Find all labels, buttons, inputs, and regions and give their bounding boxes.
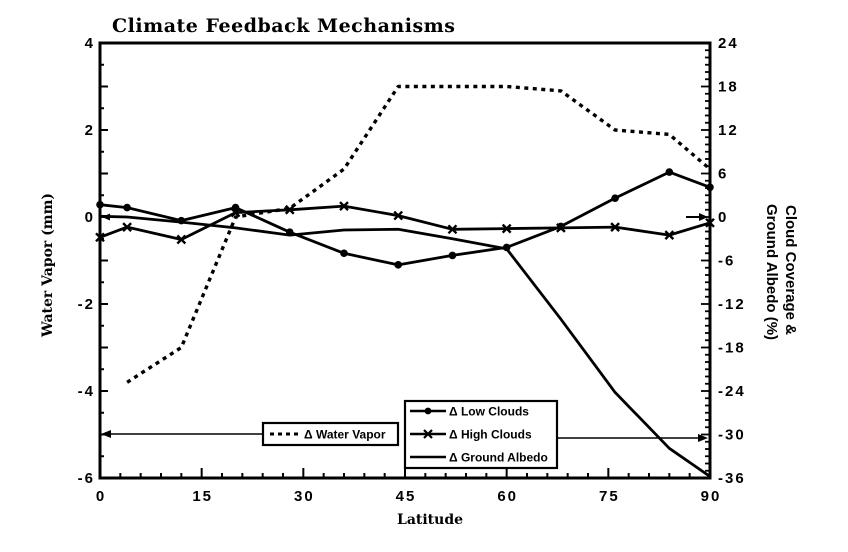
- legend-left-axis-arrow-icon: [101, 430, 263, 438]
- legend-circle-marker-icon: [424, 407, 432, 415]
- low-clouds-data-point: [611, 194, 619, 202]
- high-clouds-data-point: [339, 201, 349, 211]
- low-clouds-data-point: [123, 203, 131, 212]
- x-tick-label: 30: [294, 488, 315, 505]
- right-y-tick-label: 18: [718, 79, 739, 96]
- x-axis-label: Latitude: [397, 512, 463, 528]
- x-tick-label: 15: [192, 488, 213, 505]
- right-axis-zero-arrow-icon: [686, 213, 708, 221]
- right-y-tick-label: -30: [718, 427, 746, 444]
- legend-clouds-albedo: Δ Low Clouds Δ High Clouds Δ Ground Albe…: [403, 399, 708, 470]
- high-clouds-data-point: [556, 223, 566, 233]
- left-y-tick-label: -2: [78, 296, 95, 313]
- right-y-tick-label: 24: [718, 35, 739, 52]
- series-layer: [95, 84, 715, 478]
- legend-label-water-vapor: Δ Water Vapor: [304, 428, 386, 442]
- legend-label-high-clouds: Δ High Clouds: [449, 428, 532, 442]
- x-tick-label: 0: [96, 488, 106, 505]
- high-clouds-data-point: [610, 222, 620, 232]
- legend-water-vapor: Δ Water Vapor: [101, 421, 400, 447]
- legend-label-ground-albedo: Δ Ground Albedo: [449, 451, 548, 465]
- low-clouds-data-point: [394, 261, 403, 269]
- right-y-tick-label: 0: [718, 209, 728, 226]
- high-clouds-data-point: [176, 234, 187, 245]
- left-y-tick-label: 0: [85, 209, 95, 226]
- chart-title: Climate Feedback Mechanisms: [112, 15, 455, 37]
- low-clouds-data-point: [665, 168, 674, 176]
- left-y-tick-label: 2: [85, 122, 95, 139]
- x-tick-label: 90: [701, 488, 722, 505]
- axis-ticks: [99, 42, 711, 479]
- right-y-tick-label: -6: [718, 253, 735, 270]
- right-y-tick-label: 6: [718, 166, 728, 183]
- low-clouds-data-point: [340, 249, 348, 258]
- left-y-tick-label: -4: [78, 383, 95, 400]
- x-tick-label: 45: [396, 488, 417, 505]
- right-y-tick-label: 12: [718, 122, 739, 139]
- y-axis-label-right-line-2: Ground Albedo (%): [763, 204, 780, 340]
- legend-x-marker-icon: [423, 429, 433, 439]
- high-clouds-data-point: [122, 222, 132, 232]
- series-line-ground-albedo: [99, 214, 711, 478]
- high-clouds-data-point: [230, 207, 241, 218]
- right-y-tick-label: -12: [718, 296, 746, 313]
- right-y-tick-label: -36: [718, 470, 746, 487]
- high-clouds-data-point: [501, 223, 512, 234]
- right-y-tick-label: -18: [718, 340, 746, 357]
- high-clouds-data-point: [664, 230, 675, 240]
- legend-box-water-vapor: [261, 421, 400, 447]
- high-clouds-data-point: [447, 224, 458, 235]
- high-clouds-data-point: [393, 210, 404, 221]
- y-axis-label-right-line-1: Cloud Coverage &: [782, 205, 799, 335]
- right-y-tick-label: -24: [718, 383, 746, 400]
- legend-right-axis-arrow-icon: [557, 434, 708, 442]
- high-clouds-data-point: [284, 204, 295, 215]
- series-line-water-vapor: [126, 84, 712, 384]
- legend-label-low-clouds: Δ Low Clouds: [449, 405, 529, 419]
- low-clouds-data-point: [448, 251, 457, 260]
- axis-tick-labels: 0 15 30 45 60 75 90420-2-4-624181260-6-12-18-2…: [78, 35, 746, 505]
- x-tick-label: 60: [497, 488, 518, 505]
- left-axis-zero-arrow-icon: [102, 213, 122, 221]
- left-y-tick-label: 4: [85, 35, 95, 52]
- left-y-tick-label: -6: [78, 470, 95, 487]
- x-tick-label: 75: [599, 488, 620, 505]
- y-axis-label-left: Water Vapor (mm): [40, 193, 56, 338]
